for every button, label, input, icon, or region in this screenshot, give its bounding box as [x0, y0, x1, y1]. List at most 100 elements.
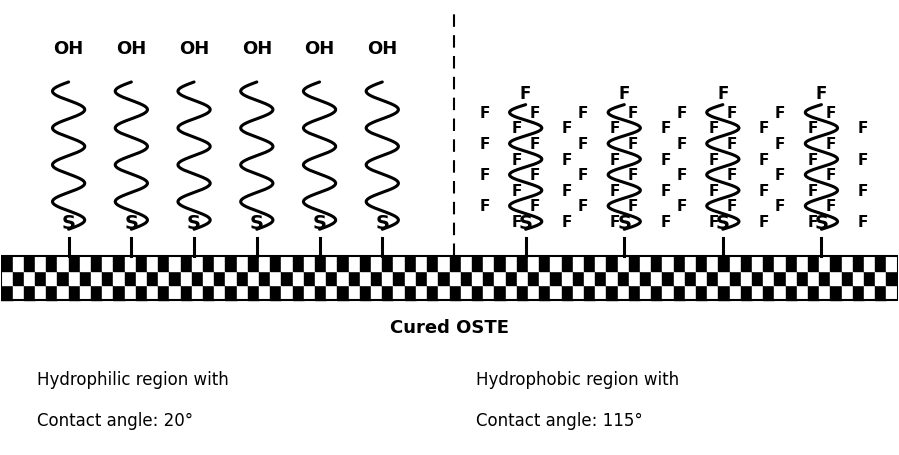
Text: F: F — [676, 106, 687, 121]
Text: F: F — [628, 199, 638, 214]
Bar — [819, 257, 831, 271]
Bar — [113, 257, 125, 271]
Bar — [158, 286, 169, 300]
Bar — [349, 271, 360, 286]
Text: F: F — [479, 199, 490, 214]
Bar — [618, 257, 628, 271]
Bar — [696, 286, 708, 300]
Bar — [147, 286, 158, 300]
Text: F: F — [726, 199, 737, 214]
Bar — [35, 257, 46, 271]
Text: F: F — [512, 152, 522, 167]
Bar — [80, 271, 91, 286]
Text: F: F — [628, 168, 638, 183]
Bar — [427, 286, 439, 300]
Bar — [46, 257, 58, 271]
Bar — [360, 286, 371, 300]
Text: S: S — [62, 213, 76, 232]
Text: F: F — [610, 183, 620, 198]
Bar — [505, 271, 517, 286]
Bar — [169, 257, 181, 271]
Text: S: S — [618, 213, 631, 232]
Bar — [685, 257, 696, 271]
Text: F: F — [708, 121, 719, 136]
Bar — [147, 257, 158, 271]
Bar — [595, 257, 606, 271]
Bar — [281, 271, 293, 286]
Bar — [673, 271, 685, 286]
Bar — [259, 271, 271, 286]
Bar — [226, 286, 236, 300]
Bar — [573, 286, 584, 300]
Bar — [2, 271, 13, 286]
Text: S: S — [313, 213, 326, 232]
Bar — [450, 286, 460, 300]
Bar — [741, 271, 752, 286]
Bar — [13, 286, 23, 300]
Text: F: F — [858, 121, 868, 136]
Text: F: F — [825, 168, 835, 183]
Bar — [539, 271, 550, 286]
Text: F: F — [775, 106, 786, 121]
Bar — [214, 271, 226, 286]
Bar — [68, 257, 80, 271]
Bar — [606, 271, 618, 286]
Bar — [550, 286, 562, 300]
Bar — [651, 257, 663, 271]
Text: F: F — [676, 137, 687, 152]
Text: F: F — [759, 121, 770, 136]
Bar — [741, 286, 752, 300]
Bar — [46, 286, 58, 300]
Text: F: F — [610, 214, 620, 229]
Bar — [23, 271, 35, 286]
Bar — [281, 257, 293, 271]
Bar — [528, 257, 539, 271]
Bar — [91, 271, 102, 286]
Text: F: F — [562, 214, 572, 229]
Text: F: F — [676, 199, 687, 214]
Bar — [326, 271, 337, 286]
Bar — [864, 257, 876, 271]
Bar — [169, 271, 181, 286]
Bar — [226, 257, 236, 271]
Bar — [226, 271, 236, 286]
Bar — [640, 257, 651, 271]
Text: F: F — [858, 214, 868, 229]
Text: F: F — [708, 214, 719, 229]
Bar — [102, 286, 113, 300]
Bar — [23, 257, 35, 271]
Text: F: F — [660, 183, 671, 198]
Bar — [730, 257, 741, 271]
Bar — [405, 286, 416, 300]
Bar — [696, 257, 708, 271]
Text: F: F — [807, 214, 818, 229]
Bar — [181, 286, 191, 300]
Text: Contact angle: 20°: Contact angle: 20° — [37, 411, 193, 429]
Bar — [304, 286, 315, 300]
Bar — [763, 271, 774, 286]
Bar — [181, 271, 191, 286]
Bar — [618, 271, 628, 286]
Bar — [136, 257, 147, 271]
Bar — [774, 271, 786, 286]
Text: F: F — [807, 152, 818, 167]
Text: F: F — [825, 199, 835, 214]
Bar — [685, 271, 696, 286]
Text: S: S — [187, 213, 201, 232]
Text: F: F — [708, 183, 719, 198]
Text: F: F — [530, 168, 539, 183]
Bar — [2, 286, 13, 300]
Bar — [349, 286, 360, 300]
Bar — [628, 271, 640, 286]
Bar — [841, 286, 853, 300]
Bar — [80, 257, 91, 271]
Bar — [539, 286, 550, 300]
Text: F: F — [815, 85, 827, 103]
Bar — [326, 286, 337, 300]
Bar — [2, 257, 13, 271]
Text: F: F — [717, 85, 728, 103]
Text: S: S — [250, 213, 263, 232]
Bar — [203, 257, 214, 271]
Text: F: F — [578, 106, 588, 121]
Bar — [505, 257, 517, 271]
